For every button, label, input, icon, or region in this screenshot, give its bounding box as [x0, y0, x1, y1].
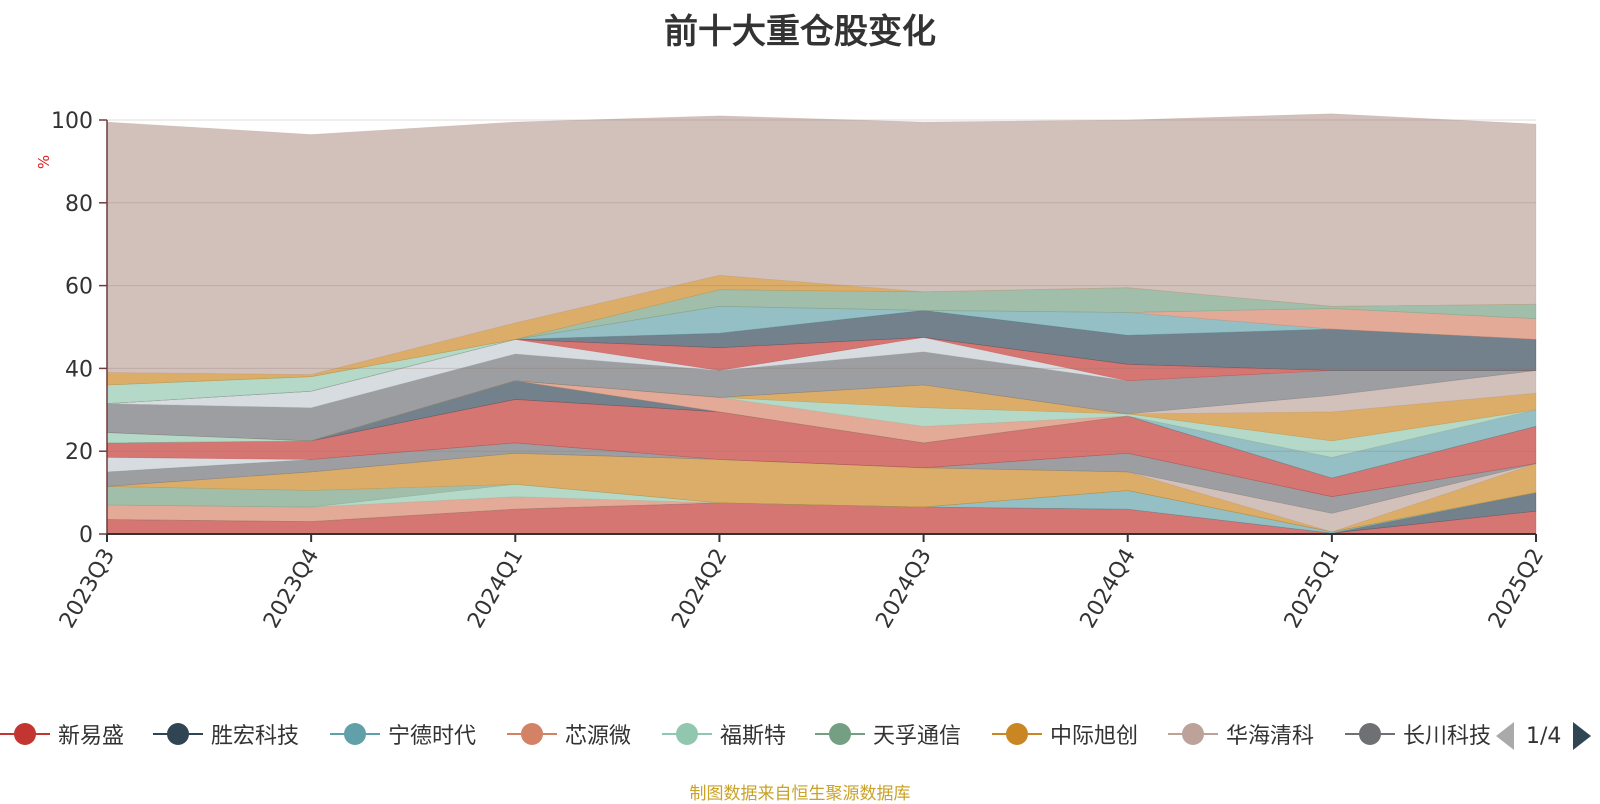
- legend-marker-icon: [330, 723, 380, 745]
- legend-item-label: 中际旭创: [1050, 724, 1139, 749]
- legend-item[interactable]: 中际旭创: [992, 714, 1138, 754]
- legend-pager: 1/4: [1496, 716, 1600, 756]
- legend-item-label: 新易盛: [58, 724, 125, 749]
- area-series-7[interactable]: [106, 452, 1537, 533]
- legend-item-label: 华海清科: [1226, 724, 1315, 749]
- area-layer: [106, 113, 1537, 535]
- y-tick-label: 40: [65, 357, 93, 382]
- legend-marker-icon: [992, 723, 1042, 745]
- y-axis-label: %: [35, 155, 53, 169]
- legend-marker-icon: [153, 723, 203, 745]
- x-tick-label: 2023Q4: [259, 545, 324, 633]
- x-tick-label: 2023Q3: [55, 545, 120, 633]
- legend-item-label: 天孚通信: [873, 724, 962, 749]
- legend-item[interactable]: 胜宏科技: [153, 714, 299, 754]
- area-series-17[interactable]: [106, 380, 1537, 442]
- legend-item[interactable]: 华海清科: [1168, 714, 1314, 754]
- chart-title: 前十大重仓股变化: [664, 12, 936, 52]
- legend-item[interactable]: 芯源微: [507, 714, 631, 754]
- legend-marker-icon: [1345, 723, 1395, 745]
- legend-marker-icon: [815, 723, 865, 745]
- legend-item[interactable]: 天孚通信: [815, 714, 961, 754]
- legend-marker-icon: [507, 723, 557, 745]
- x-tick-label: 2025Q2: [1484, 545, 1549, 633]
- legend-item-label: 胜宏科技: [211, 724, 300, 749]
- legend-page-indicator: 1/4: [1526, 723, 1562, 749]
- y-tick-label: 100: [51, 109, 93, 134]
- x-tick-label: 2024Q3: [871, 545, 936, 633]
- legend-item-label: 福斯特: [720, 724, 787, 749]
- x-tick-label: 2024Q4: [1076, 545, 1141, 633]
- legend-item[interactable]: 长川科技: [1345, 714, 1490, 754]
- y-tick-label: 60: [65, 275, 93, 300]
- legend-marker-icon: [0, 723, 50, 745]
- area-series-12[interactable]: [106, 399, 1537, 498]
- area-series-20[interactable]: [106, 337, 1536, 409]
- y-tick-label: 0: [79, 523, 93, 548]
- legend-item-label: 长川科技: [1403, 724, 1490, 749]
- area-series-16[interactable]: [106, 380, 1537, 458]
- x-tick-label: 2025Q1: [1280, 545, 1345, 633]
- area-series-24[interactable]: [106, 305, 1537, 404]
- y-tick-label: 80: [65, 192, 93, 217]
- area-series-28[interactable]: [106, 113, 1537, 375]
- source-note: 制图数据来自恒生聚源数据库: [689, 784, 911, 804]
- legend-next-page-icon[interactable]: [1573, 722, 1592, 750]
- legend-item-label: 芯源微: [565, 724, 632, 749]
- legend-prev-page-icon[interactable]: [1496, 722, 1514, 750]
- area-series-9[interactable]: [106, 442, 1537, 514]
- area-series-18[interactable]: [106, 370, 1537, 442]
- legend-item[interactable]: 新易盛: [0, 714, 124, 754]
- legend-item[interactable]: 宁德时代: [330, 714, 476, 754]
- legend-marker-icon: [1168, 723, 1218, 745]
- x-tick-label: 2024Q1: [463, 545, 528, 633]
- area-series-14[interactable]: [106, 380, 1537, 479]
- area-series-19[interactable]: [106, 351, 1537, 442]
- legend-item[interactable]: 福斯特: [662, 714, 786, 754]
- x-tick-label: 2024Q2: [667, 545, 732, 633]
- y-tick-label: 20: [65, 440, 93, 465]
- legend: 新易盛 胜宏科技 宁德时代 芯源微 福斯特 天孚通信 中际旭创 华海清科 长川科技: [0, 714, 1490, 754]
- legend-item-label: 宁德时代: [388, 724, 477, 749]
- legend-marker-icon: [662, 723, 712, 745]
